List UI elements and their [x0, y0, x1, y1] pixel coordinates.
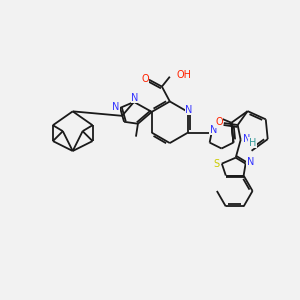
Text: N: N: [210, 125, 217, 135]
Text: H: H: [249, 138, 256, 148]
Text: S: S: [214, 159, 220, 169]
Text: O: O: [215, 117, 223, 127]
Text: O: O: [141, 74, 149, 84]
Text: N: N: [131, 93, 139, 103]
Text: N: N: [243, 134, 250, 144]
Text: N: N: [185, 105, 193, 115]
Text: OH: OH: [177, 70, 192, 80]
Text: N: N: [112, 102, 120, 112]
Text: N: N: [247, 157, 254, 167]
